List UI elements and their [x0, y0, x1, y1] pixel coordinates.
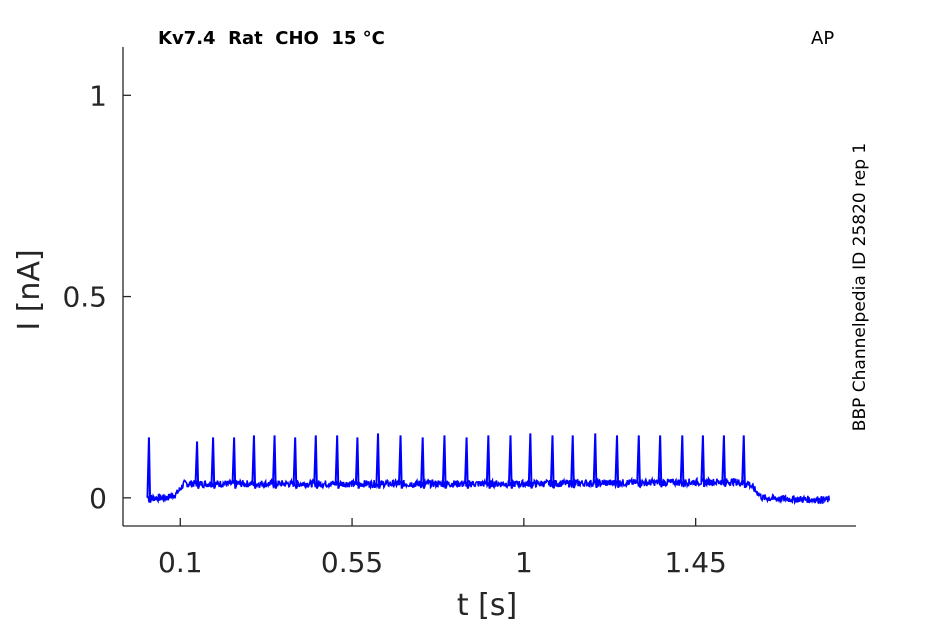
spike — [464, 437, 471, 489]
spike — [272, 435, 279, 489]
spike — [194, 441, 201, 489]
spike — [375, 433, 382, 489]
spike — [614, 435, 621, 488]
spike — [210, 437, 217, 489]
spike — [657, 435, 664, 488]
spike — [231, 437, 238, 489]
spike — [485, 435, 492, 489]
spike — [313, 435, 320, 489]
y-tick-label: 0.5 — [62, 281, 107, 314]
spike — [721, 435, 728, 487]
spike — [549, 435, 557, 489]
x-axis-label: t [s] — [457, 588, 517, 623]
spike — [292, 437, 299, 489]
y-ticks: 00.51 — [62, 79, 131, 515]
spike — [679, 435, 686, 488]
x-tick-label: 1.45 — [664, 546, 726, 579]
spike — [334, 435, 341, 489]
spike — [146, 437, 153, 503]
spike — [700, 435, 707, 488]
spike — [354, 437, 362, 489]
spike — [441, 435, 449, 489]
spike — [251, 435, 258, 489]
spike — [636, 435, 643, 488]
spike — [592, 433, 599, 489]
chart-title: Kv7.4 Rat CHO 15 °C — [158, 28, 385, 49]
y-tick-label: 0 — [89, 482, 107, 515]
spike — [527, 433, 534, 489]
x-tick-label: 0.1 — [158, 546, 203, 579]
spike — [507, 435, 515, 489]
current-trace — [146, 433, 831, 506]
protocol-label: AP — [811, 28, 835, 49]
x-ticks: 0.1 0.55 1 1.45 — [158, 518, 727, 579]
spike — [420, 437, 427, 489]
x-tick-label: 0.55 — [321, 546, 383, 579]
spike — [398, 435, 405, 489]
spike — [741, 435, 748, 489]
y-axis-label: I [nA] — [12, 249, 47, 330]
y-tick-label: 1 — [89, 79, 107, 112]
x-tick-label: 1 — [515, 546, 533, 579]
source-label: BBP Channelpedia ID 25820 rep 1 — [850, 142, 870, 432]
spike — [570, 435, 577, 489]
